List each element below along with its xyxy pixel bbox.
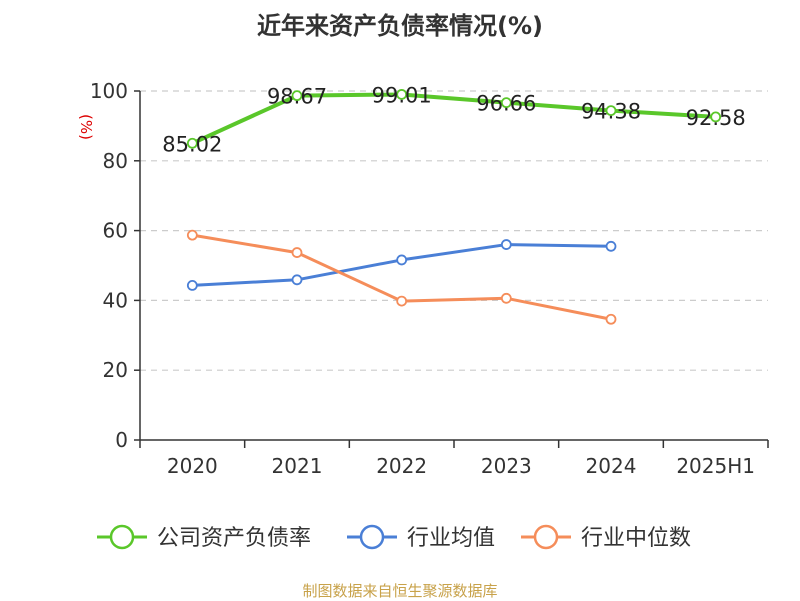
data-label: 92.58 <box>686 106 746 130</box>
data-point <box>291 90 303 102</box>
data-point <box>500 292 512 304</box>
data-point <box>396 89 408 100</box>
data-point <box>186 229 198 241</box>
data-point <box>396 254 408 266</box>
legend-swatch-marker <box>109 524 135 550</box>
y-tick-label: 0 <box>115 428 128 452</box>
data-point <box>605 240 617 252</box>
y-tick-label: 100 <box>90 79 128 103</box>
data-point <box>605 105 617 117</box>
chart-title: 近年来资产负债率情况(%) <box>257 12 543 40</box>
data-point <box>710 111 722 123</box>
legend-label: 行业均值 <box>407 526 495 551</box>
series-line <box>190 92 718 146</box>
y-tick-label: 80 <box>103 149 128 173</box>
data-label: 98.67 <box>267 85 327 109</box>
data-point <box>500 97 512 109</box>
legend-label: 公司资产负债率 <box>157 526 311 551</box>
data-point <box>291 247 303 258</box>
series-line <box>190 233 613 321</box>
x-tick-label: 2023 <box>481 454 532 478</box>
x-tick-label: 2020 <box>167 454 218 478</box>
legend-swatch-marker <box>359 524 385 550</box>
data-label: 99.01 <box>372 83 432 107</box>
data-label: 85.02 <box>162 132 222 156</box>
x-tick-label: 2021 <box>272 454 323 478</box>
data-point <box>396 295 408 307</box>
y-tick-label: 40 <box>103 288 128 312</box>
data-point <box>186 279 198 291</box>
data-point <box>186 137 198 149</box>
x-tick-label: 2022 <box>376 454 427 478</box>
y-tick-label: 20 <box>103 358 128 382</box>
legend-label: 行业中位数 <box>581 526 691 551</box>
legend-swatch-marker <box>533 524 559 550</box>
y-tick-label: 60 <box>103 219 128 243</box>
data-label: 96.66 <box>476 92 536 116</box>
data-point <box>500 239 512 250</box>
x-tick-label: 2024 <box>586 454 637 478</box>
data-point <box>291 274 303 286</box>
data-source-note: 制图数据来自恒生聚源数据库 <box>302 582 498 600</box>
data-label: 94.38 <box>581 100 641 124</box>
data-point <box>605 313 617 325</box>
x-tick-label: 2025H1 <box>676 454 755 478</box>
y-axis-label: (%) <box>77 114 95 140</box>
